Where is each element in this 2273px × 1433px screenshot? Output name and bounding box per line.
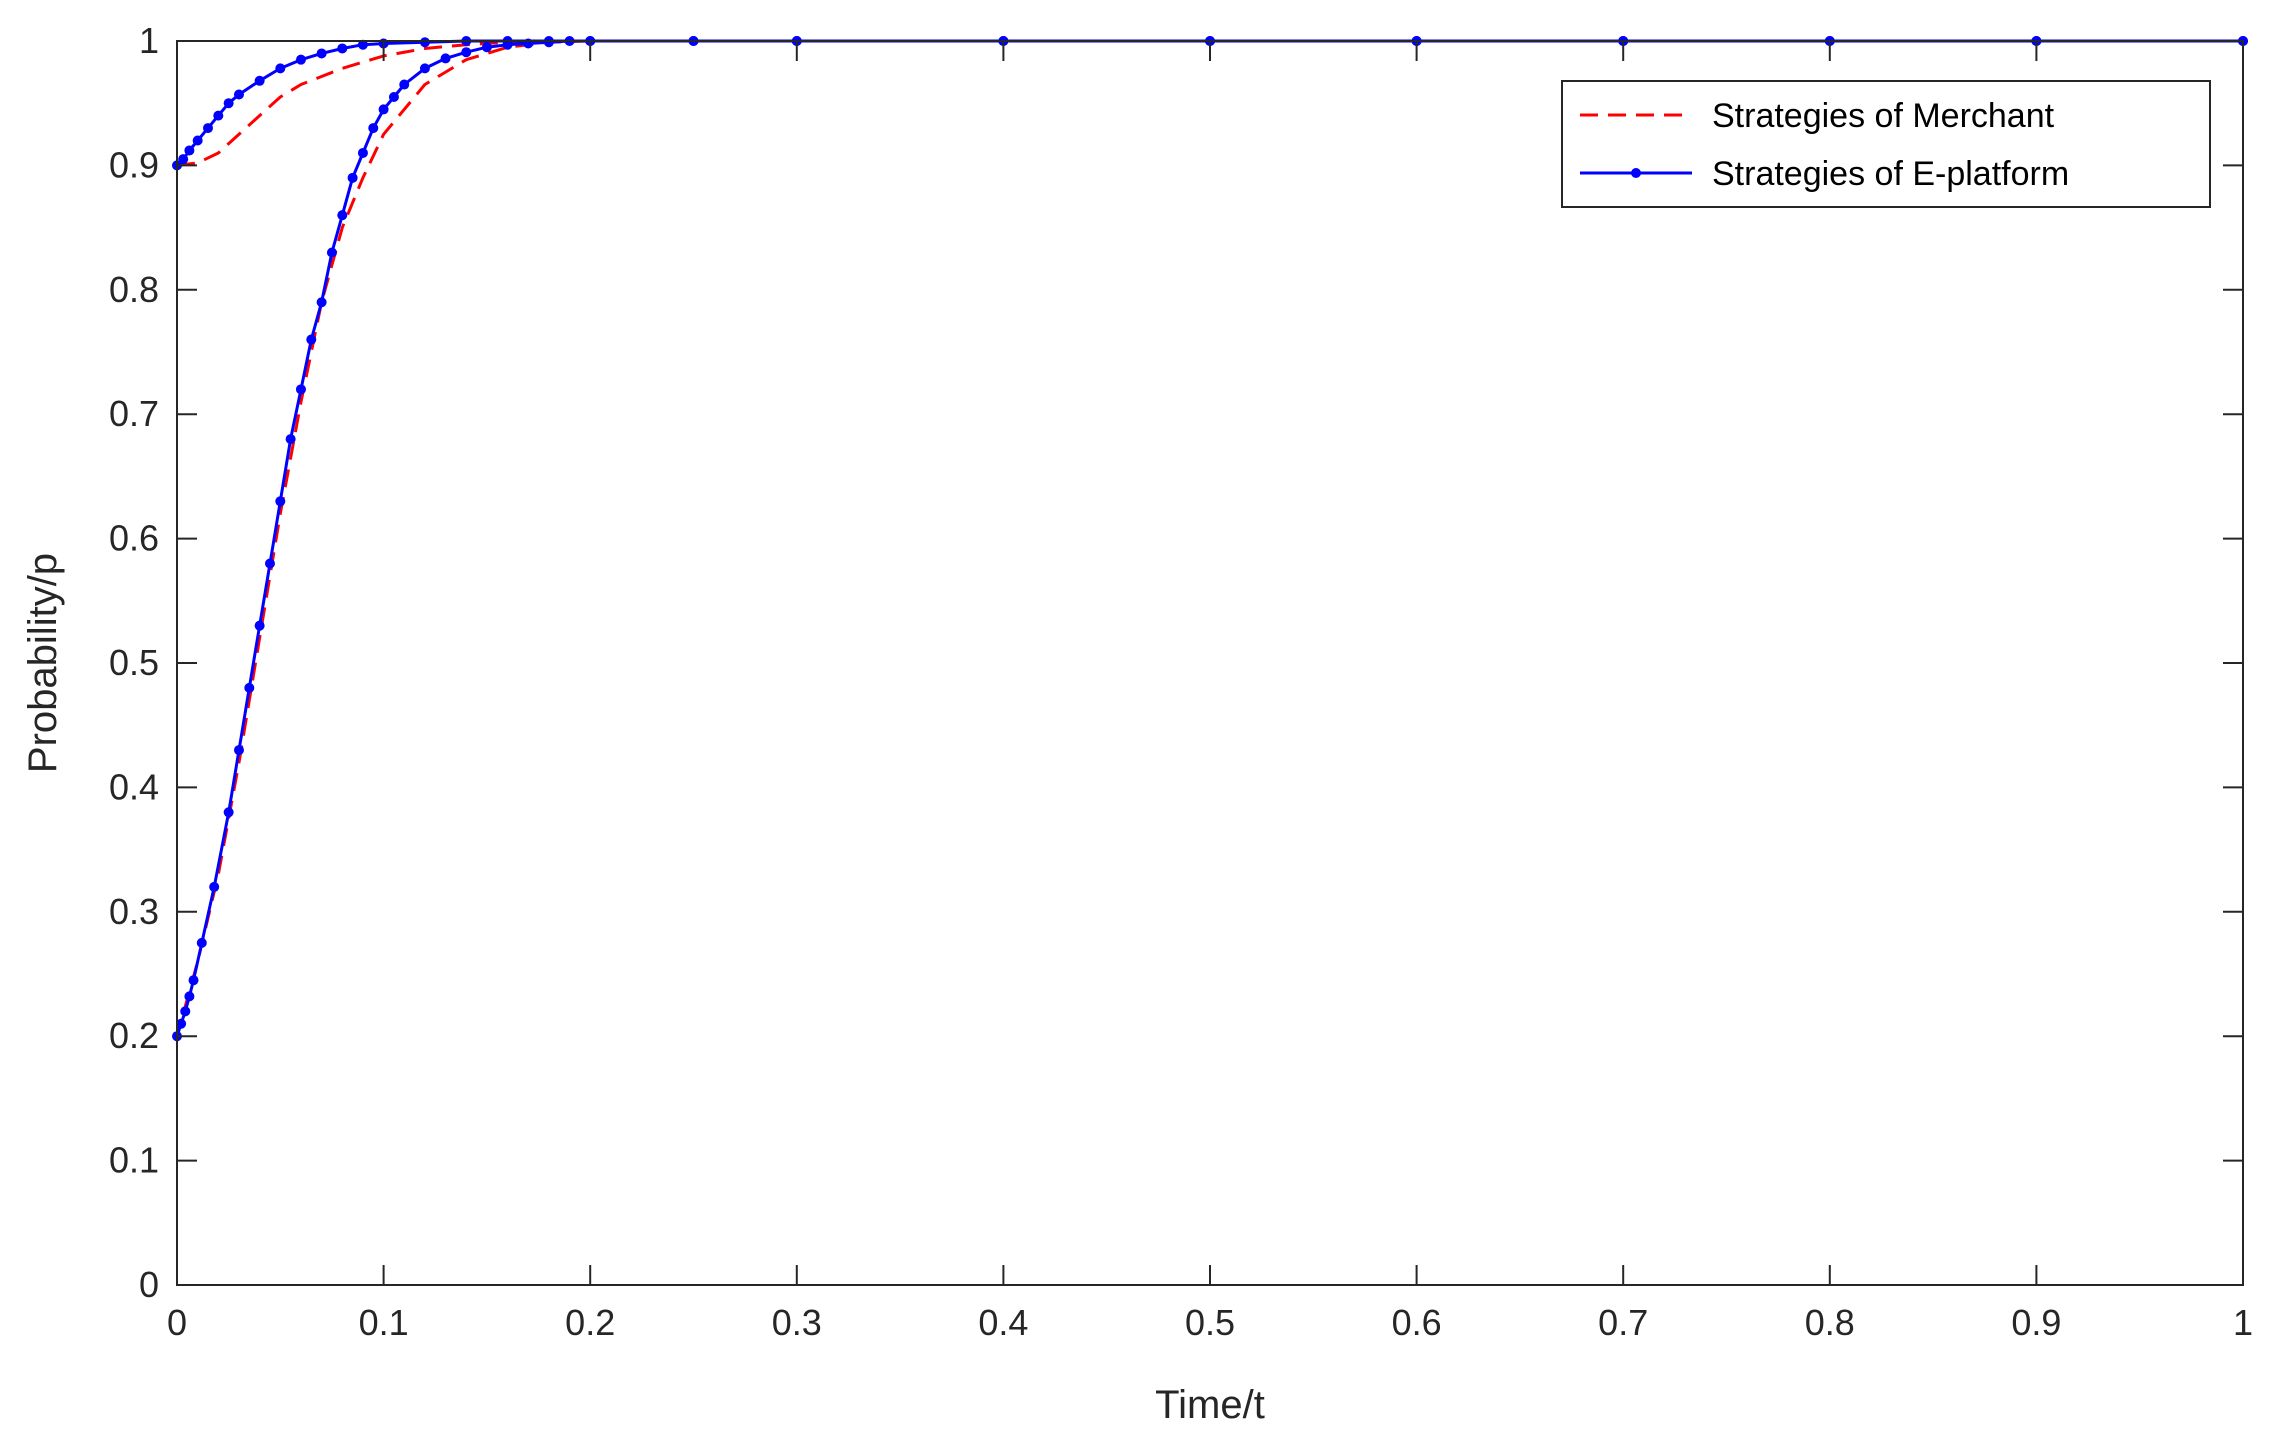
legend-marker-2 bbox=[1631, 168, 1641, 178]
series-2-point bbox=[209, 881, 220, 892]
series-2-point bbox=[223, 98, 234, 109]
series-2-point bbox=[233, 89, 244, 100]
series-2-point bbox=[254, 620, 265, 631]
series-2-point bbox=[347, 172, 358, 183]
y-tick-label: 0.2 bbox=[109, 1015, 159, 1056]
series-2-point bbox=[337, 43, 348, 54]
x-tick-label: 1 bbox=[2233, 1302, 2253, 1343]
legend: Strategies of Merchant Strategies of E-pl… bbox=[1561, 80, 2211, 208]
series-2-point bbox=[184, 991, 195, 1002]
series-2-point bbox=[419, 37, 430, 48]
legend-box bbox=[1561, 80, 2211, 208]
series-2-point bbox=[233, 745, 244, 756]
series-2-point bbox=[368, 123, 379, 134]
series-2-point bbox=[295, 384, 306, 395]
series-2-point bbox=[223, 807, 234, 818]
x-tick-label: 0.5 bbox=[1185, 1302, 1235, 1343]
x-axis-title: Time/t bbox=[1155, 1383, 1265, 1427]
y-axis-title: Probability/p bbox=[21, 553, 65, 773]
series-2-point bbox=[502, 39, 513, 50]
series-2-point bbox=[543, 37, 554, 48]
series-2-point bbox=[202, 123, 213, 134]
series-2-point bbox=[357, 147, 368, 158]
y-tick-label: 0.6 bbox=[109, 518, 159, 559]
x-tick-label: 0.6 bbox=[1392, 1302, 1442, 1343]
series-2-point bbox=[461, 47, 472, 58]
x-tick-label: 0.1 bbox=[359, 1302, 409, 1343]
series-2-point bbox=[357, 39, 368, 50]
series-2-point bbox=[306, 334, 317, 345]
series-2-point bbox=[481, 42, 492, 53]
series-2-point bbox=[180, 1006, 191, 1017]
series-2-point bbox=[399, 79, 410, 90]
y-tick-label: 0.4 bbox=[109, 766, 159, 807]
series-2-point bbox=[285, 434, 296, 445]
series-2-point bbox=[295, 54, 306, 65]
series-2-point bbox=[316, 297, 327, 308]
series-2-point bbox=[337, 210, 348, 221]
series-2-point bbox=[176, 1018, 187, 1029]
x-tick-label: 0.2 bbox=[565, 1302, 615, 1343]
series-2-point bbox=[523, 38, 534, 49]
series-2-point bbox=[275, 63, 286, 74]
x-tick-label: 0 bbox=[167, 1302, 187, 1343]
series-2-point bbox=[440, 53, 451, 64]
legend-label-1: Strategies of Merchant bbox=[1712, 97, 2055, 135]
series-2-point bbox=[316, 48, 327, 59]
series-2-point bbox=[388, 91, 399, 102]
y-tick-label: 0 bbox=[139, 1264, 159, 1305]
series-2-point bbox=[184, 145, 195, 156]
x-tick-label: 0.9 bbox=[2011, 1302, 2061, 1343]
x-tick-label: 0.8 bbox=[1805, 1302, 1855, 1343]
series-2-point bbox=[275, 496, 286, 507]
y-tick-label: 0.8 bbox=[109, 269, 159, 310]
series-1-line-2 bbox=[175, 39, 2243, 1037]
series-2-point bbox=[213, 110, 224, 121]
y-tick-label: 0.3 bbox=[109, 891, 159, 932]
series-2-point bbox=[244, 682, 255, 693]
series-2-point bbox=[326, 247, 337, 258]
series-2-point bbox=[178, 154, 189, 165]
series-2-point bbox=[188, 975, 199, 986]
y-tick-label: 0.5 bbox=[109, 642, 159, 683]
y-tick-label: 0.9 bbox=[109, 144, 159, 185]
axes: 0 0.1 0.2 0.3 0.4 0.5 0.6 0.7 0.8 0.9 1 0 0.1 0.2 0.3 0… bbox=[109, 20, 2253, 1343]
x-tick-label: 0.7 bbox=[1598, 1302, 1648, 1343]
x-tick-label: 0.3 bbox=[772, 1302, 822, 1343]
legend-label-2: Strategies of E-platform bbox=[1712, 155, 2069, 193]
series-2-point bbox=[264, 558, 275, 569]
series-2-point bbox=[196, 937, 207, 948]
series-2-point bbox=[419, 63, 430, 74]
series-2-point bbox=[192, 135, 203, 146]
y-tick-label: 0.7 bbox=[109, 393, 159, 434]
series-2-point bbox=[254, 75, 265, 86]
y-tick-label: 1 bbox=[139, 20, 159, 61]
x-tick-label: 0.4 bbox=[978, 1302, 1028, 1343]
series-2-point bbox=[378, 104, 389, 115]
y-tick-label: 0.1 bbox=[109, 1140, 159, 1181]
